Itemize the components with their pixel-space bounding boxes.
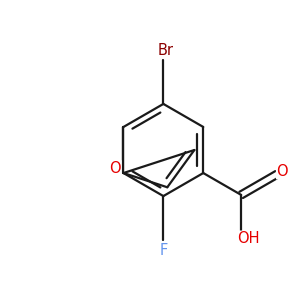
Text: Br: Br	[158, 43, 174, 58]
Text: O: O	[277, 164, 288, 179]
Text: O: O	[109, 161, 121, 176]
Text: OH: OH	[237, 231, 260, 246]
Text: F: F	[159, 243, 167, 258]
